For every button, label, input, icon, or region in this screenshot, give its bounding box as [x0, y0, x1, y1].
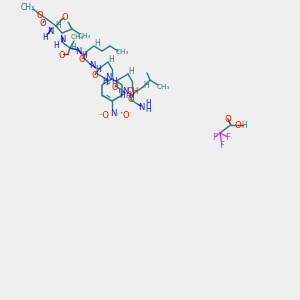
Text: H: H	[143, 80, 149, 89]
Text: H: H	[81, 52, 87, 61]
Text: ⁺: ⁺	[119, 112, 123, 116]
Text: H: H	[95, 65, 101, 74]
Text: CH₃: CH₃	[70, 34, 84, 40]
Text: H: H	[55, 22, 61, 31]
Text: N: N	[47, 28, 53, 37]
Text: CH₃: CH₃	[115, 49, 129, 55]
Text: H: H	[108, 56, 114, 64]
Text: H: H	[145, 100, 151, 109]
Text: O: O	[40, 20, 46, 28]
Text: N: N	[105, 74, 111, 82]
Text: H: H	[119, 92, 125, 100]
Text: N: N	[110, 109, 116, 118]
Text: H: H	[94, 40, 100, 49]
Text: O: O	[92, 70, 98, 80]
Text: O: O	[225, 115, 231, 124]
Text: O: O	[112, 82, 118, 91]
Text: H: H	[128, 92, 134, 100]
Text: O: O	[123, 110, 129, 119]
Text: H: H	[111, 77, 117, 86]
Text: CH₃: CH₃	[156, 84, 170, 90]
Text: F: F	[212, 133, 217, 142]
Text: O: O	[59, 50, 65, 59]
Text: H: H	[70, 44, 76, 52]
Text: H: H	[42, 32, 48, 41]
Text: F: F	[220, 140, 224, 149]
Text: H: H	[125, 93, 131, 99]
Text: N: N	[75, 47, 81, 56]
Text: H: H	[145, 106, 151, 115]
Text: CH₃: CH₃	[77, 33, 91, 39]
Text: O: O	[128, 95, 134, 104]
Text: O: O	[79, 55, 85, 64]
Text: H: H	[241, 121, 247, 130]
Text: H: H	[102, 77, 108, 86]
Text: O: O	[37, 11, 43, 20]
Text: ⁻O: ⁻O	[98, 110, 110, 119]
Text: N: N	[89, 61, 95, 70]
Text: CH₃: CH₃	[21, 4, 35, 13]
Text: OH: OH	[127, 88, 139, 97]
Text: O: O	[235, 121, 242, 130]
Text: F: F	[226, 133, 230, 142]
Text: N: N	[59, 35, 65, 44]
Text: H: H	[53, 40, 59, 50]
Text: N: N	[122, 88, 128, 97]
Text: H: H	[128, 68, 134, 76]
Text: N: N	[138, 103, 144, 112]
Text: O: O	[62, 13, 68, 22]
